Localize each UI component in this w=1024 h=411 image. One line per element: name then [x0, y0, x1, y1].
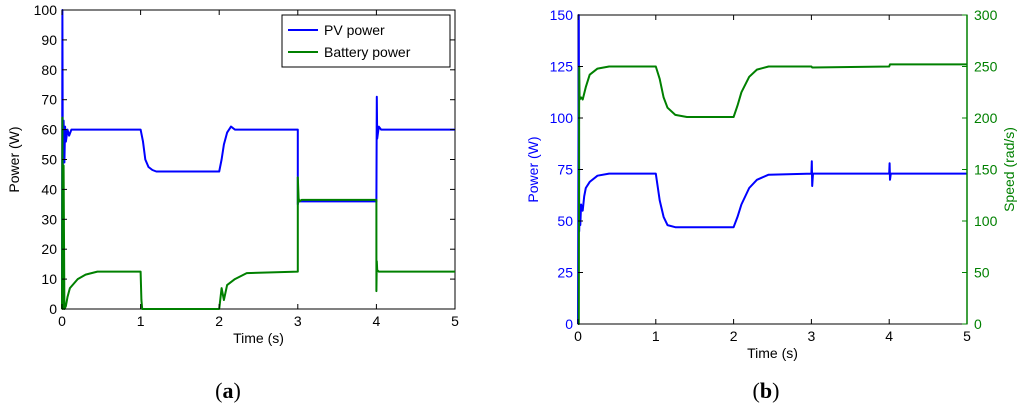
x-tick-label: 5: [451, 313, 459, 329]
y-tick-label: 60: [41, 122, 57, 138]
y-tick-label: 0: [49, 301, 57, 317]
y-tick-label: 100: [550, 110, 574, 126]
y-right-tick-label: 150: [974, 162, 998, 178]
x-tick-label: 1: [652, 328, 660, 344]
y-axis-title: Power (W): [6, 126, 22, 192]
series-line-1-2: [61, 116, 455, 310]
y-tick-label: 150: [550, 7, 574, 23]
legend-label: PV power: [324, 22, 385, 38]
y-right-tick-label: 200: [974, 110, 998, 126]
y-tick-label: 20: [41, 241, 57, 257]
x-tick-label: 3: [294, 313, 302, 329]
series-line-2-1: [577, 14, 967, 325]
y-tick-label: 30: [41, 211, 57, 227]
y-axis-title: Power (W): [525, 136, 541, 202]
y-right-tick-label: 100: [974, 213, 998, 229]
y-tick-label: 50: [557, 213, 573, 229]
y-right-tick-label: 50: [974, 265, 990, 281]
plot-area-2: [577, 14, 968, 325]
y-tick-label: 40: [41, 181, 57, 197]
y-axis-title-right: Speed (rad/s): [1001, 127, 1017, 212]
y-tick-label: 75: [557, 162, 573, 178]
x-tick-label: 5: [963, 328, 971, 344]
series-line-2-2: [577, 63, 967, 325]
y-right-tick-label: 250: [974, 59, 998, 75]
y-tick-label: 125: [550, 59, 574, 75]
y-tick-label: 0: [565, 316, 573, 332]
y-tick-label: 90: [41, 32, 57, 48]
x-tick-label: 1: [137, 313, 145, 329]
x-axis-title: Time (s): [233, 330, 284, 346]
y-right-tick-label: 0: [974, 316, 982, 332]
series-line-1-1: [61, 9, 455, 310]
x-axis-title: Time (s): [747, 345, 798, 361]
legend-label: Battery power: [324, 44, 411, 60]
y-right-tick-label: 300: [974, 7, 998, 23]
x-tick-label: 4: [373, 313, 381, 329]
x-tick-label: 2: [215, 313, 223, 329]
y-tick-label: 50: [41, 152, 57, 168]
y-tick-label: 70: [41, 92, 57, 108]
x-tick-label: 4: [885, 328, 893, 344]
y-tick-label: 10: [41, 271, 57, 287]
figure-caption: (a): [215, 378, 241, 403]
y-tick-label: 80: [41, 62, 57, 78]
x-tick-label: 2: [730, 328, 738, 344]
x-tick-label: 0: [58, 313, 66, 329]
figure-caption: (b): [753, 378, 780, 403]
y-tick-label: 100: [34, 2, 58, 18]
x-tick-label: 3: [808, 328, 816, 344]
y-tick-label: 25: [557, 265, 573, 281]
legend-box: [281, 14, 451, 68]
x-tick-label: 0: [574, 328, 582, 344]
